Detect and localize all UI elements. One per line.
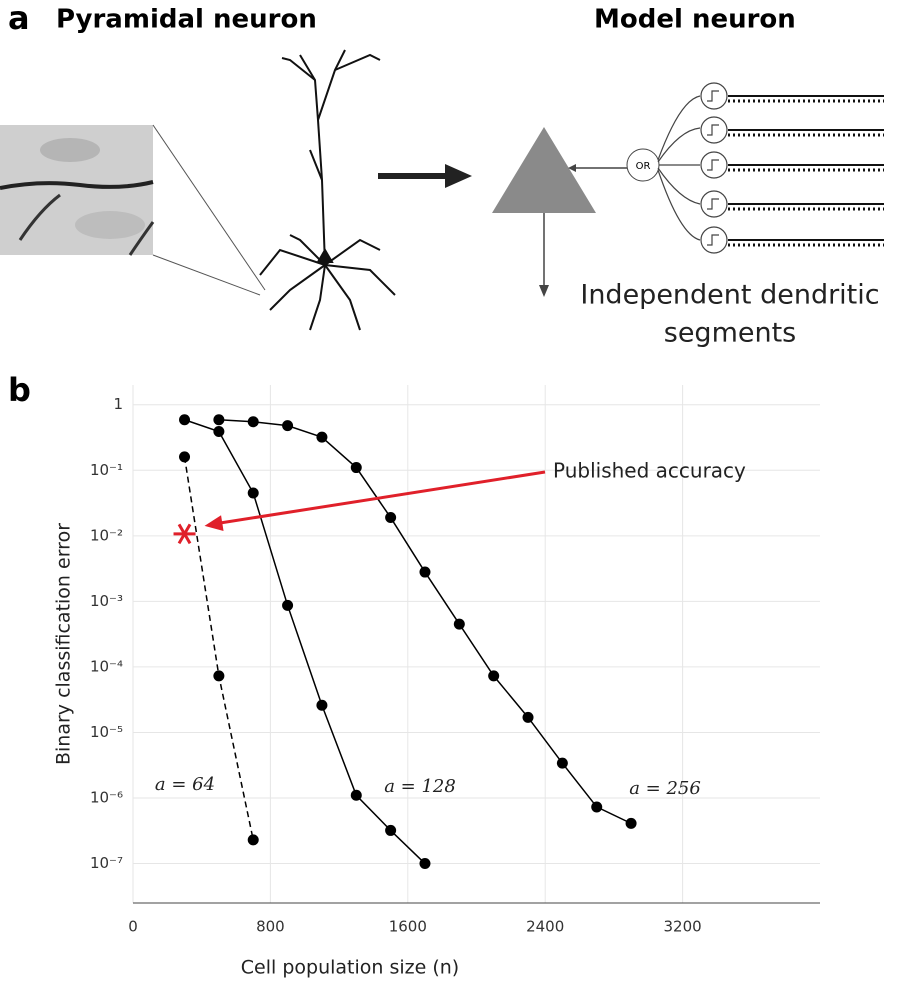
gate-label: OR xyxy=(636,161,651,172)
data-point xyxy=(316,699,328,711)
data-point xyxy=(316,431,328,443)
data-point xyxy=(179,414,191,426)
panel-title: Model neuron xyxy=(594,5,796,35)
soma-triangle xyxy=(492,127,596,213)
series-label: a = 128 xyxy=(384,776,456,797)
arrowhead xyxy=(568,164,576,172)
panel-label: a xyxy=(8,0,30,37)
data-point xyxy=(350,462,362,474)
y-tick-label: 10⁻¹ xyxy=(90,461,123,479)
data-point xyxy=(179,451,191,463)
arrowhead xyxy=(539,285,549,297)
series-label: a = 64 xyxy=(155,774,215,795)
data-point xyxy=(591,801,603,813)
y-tick-label: 10⁻⁵ xyxy=(90,723,123,741)
data-point xyxy=(556,757,568,769)
data-point xyxy=(625,817,637,829)
neuron-sketch xyxy=(259,49,396,331)
annotation-arrow xyxy=(214,470,546,526)
x-tick-label: 3200 xyxy=(664,918,702,936)
data-point xyxy=(419,858,431,870)
data-point xyxy=(385,512,397,524)
zoom-lines xyxy=(152,124,266,296)
data-point xyxy=(213,414,225,426)
series-label: a = 256 xyxy=(629,778,701,799)
dendritic-segments xyxy=(657,82,884,254)
micrograph xyxy=(0,125,155,256)
y-tick-label: 10⁻⁴ xyxy=(90,657,123,675)
series-line xyxy=(184,419,426,865)
data-point xyxy=(282,599,294,611)
data-point xyxy=(247,487,259,499)
data-point xyxy=(213,426,225,438)
panel-label: b xyxy=(8,371,31,409)
arrow xyxy=(378,164,472,188)
y-tick-label: 1 xyxy=(113,395,123,413)
y-tick-label: 10⁻⁶ xyxy=(90,788,123,806)
data-point xyxy=(213,670,225,682)
data-point xyxy=(419,566,431,578)
data-point xyxy=(350,789,362,801)
x-tick-label: 800 xyxy=(256,918,285,936)
x-tick-label: 0 xyxy=(128,918,138,936)
data-point xyxy=(522,711,534,723)
caption: Independent dendritic xyxy=(580,280,879,311)
y-axis-label: Binary classification error xyxy=(53,523,75,765)
data-point xyxy=(453,618,465,630)
annotation-text: Published accuracy xyxy=(553,459,746,483)
y-tick-label: 10⁻³ xyxy=(90,592,123,610)
y-tick-label: 10⁻² xyxy=(90,526,123,544)
data-point xyxy=(385,824,397,836)
data-point xyxy=(247,416,259,428)
x-tick-label: 1600 xyxy=(389,918,427,936)
data-point xyxy=(488,670,500,682)
annotation-arrowhead xyxy=(204,515,224,532)
panel-title: Pyramidal neuron xyxy=(56,5,317,35)
y-tick-label: 10⁻⁷ xyxy=(90,854,123,872)
x-tick-label: 2400 xyxy=(526,918,564,936)
data-point xyxy=(282,420,294,432)
caption: segments xyxy=(664,318,797,349)
data-point xyxy=(247,834,259,846)
x-axis-label: Cell population size (n) xyxy=(241,957,459,979)
published-marker xyxy=(173,523,196,545)
